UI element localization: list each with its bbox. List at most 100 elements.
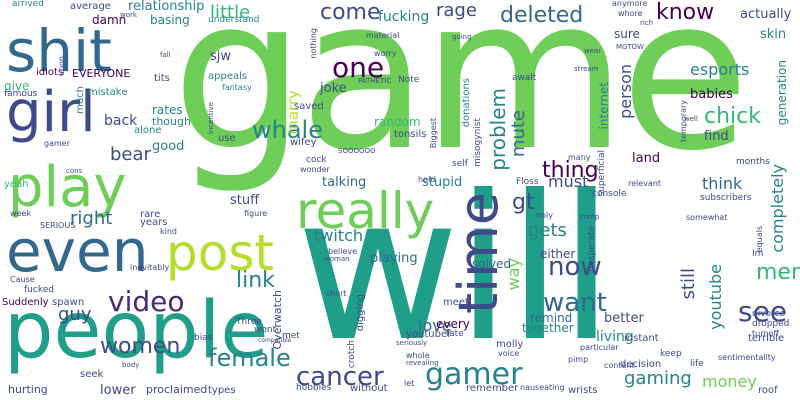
word-understand: understand <box>208 15 260 25</box>
word-chick: chick <box>704 104 761 129</box>
word-want: want <box>543 288 607 318</box>
word-crotch: crotch <box>347 340 357 369</box>
word-tits: tits <box>154 73 170 84</box>
word-PATHETIC: PATHETIC <box>358 77 392 85</box>
word-internet: internet <box>597 82 611 130</box>
word-shit: shit <box>6 17 112 85</box>
word-really: really <box>296 182 435 240</box>
word-molly: molly <box>496 339 524 350</box>
word-instant: instant <box>624 333 659 344</box>
word-remind: remind <box>530 311 573 325</box>
word-person: person <box>616 64 635 119</box>
word-Floss: Floss <box>516 177 539 187</box>
word-girl: girl <box>6 80 96 145</box>
word-time: time <box>447 192 510 315</box>
word-fall: fall <box>160 51 171 59</box>
word-fucking: fucking <box>378 9 430 25</box>
word-know: know <box>656 0 715 25</box>
word-body: body <box>122 361 140 369</box>
word-play: play <box>8 155 127 220</box>
word-playing: playing <box>370 251 418 266</box>
word-MGTOW: MGTOW <box>616 43 644 51</box>
word-must: must <box>548 172 589 191</box>
word-meet: meet <box>443 297 469 308</box>
word-wont: wont <box>254 325 277 335</box>
word-whore: whore <box>618 9 643 18</box>
word-either: either <box>540 247 576 261</box>
word-hobbies: hobbies <box>296 383 332 393</box>
word-still: still <box>678 268 699 300</box>
word-seek: seek <box>80 369 104 380</box>
word-figure: figure <box>244 209 268 218</box>
word-see: see <box>738 295 788 328</box>
word-wifey: wifey <box>290 137 317 148</box>
word-voice: voice <box>498 349 520 358</box>
word-people: people <box>4 286 269 376</box>
word-holy: holy <box>536 211 553 220</box>
word-SOOOOOO: SOOOOOO <box>338 147 376 155</box>
word-met: met <box>282 331 300 341</box>
word-misogynist: misogynist <box>473 118 483 167</box>
word-give: give <box>4 79 30 93</box>
word-alone: alone <box>134 125 162 136</box>
word-wear: wear <box>584 47 602 55</box>
word-gets: gets <box>528 220 567 241</box>
word-every: every <box>436 317 470 331</box>
word-find: find <box>704 129 729 144</box>
word-saved: saved <box>294 101 324 112</box>
word-life: life <box>690 359 704 369</box>
word-awalt: awalt <box>512 73 537 83</box>
word-going: going <box>452 33 472 41</box>
word-back: back <box>104 113 138 129</box>
word-sjw: sjw <box>210 49 232 64</box>
word-inevitably: inevitably <box>130 263 170 272</box>
word-spawn: spawn <box>52 297 85 308</box>
word-fate: fate <box>446 329 464 339</box>
word-youtuber: youtuber <box>406 329 452 340</box>
word-come: come <box>320 0 381 25</box>
word-relationship: relationship <box>128 0 205 14</box>
word-solved: solved <box>472 257 512 271</box>
word-love: love <box>418 316 452 335</box>
word-tonsils: tonsils <box>394 129 427 140</box>
word-stream: stream <box>574 65 599 73</box>
word-land: land <box>632 151 661 166</box>
word-divorce: divorce <box>752 309 786 319</box>
word-yeah: yeah <box>4 179 29 190</box>
word-deleted: deleted <box>500 3 584 28</box>
word-lower: lower <box>100 383 136 398</box>
word-decision: decision <box>620 359 662 370</box>
word-better: better <box>604 311 644 326</box>
word-damn: damn <box>92 13 127 27</box>
word-rage: rage <box>436 0 477 21</box>
word-Suddenly: Suddenly <box>2 297 49 308</box>
word-female: female <box>208 344 291 372</box>
word-stuff: stuff <box>230 193 260 208</box>
word-thing: thing <box>542 158 599 183</box>
word-months: months <box>736 157 770 167</box>
word-week: week <box>10 209 32 218</box>
word-gamer-small: gamer <box>44 139 70 148</box>
word-console: console <box>592 189 627 199</box>
word-proclaimed: proclaimed <box>146 383 208 396</box>
word-famous: famous <box>4 89 38 99</box>
word-living: living <box>596 329 634 345</box>
word-incentive: incentive <box>207 102 215 135</box>
word-idiots: idiots <box>36 67 64 78</box>
word-upon: upon <box>57 56 66 77</box>
word-much: much <box>75 86 86 114</box>
word-rates: rates <box>152 103 183 117</box>
word-sentimentality: sentimentality <box>718 353 776 362</box>
word-many: many <box>568 153 591 162</box>
word-donations: donations <box>461 78 472 128</box>
word-turnoff: turnoff <box>752 329 779 338</box>
word-roof: roof <box>758 385 778 396</box>
word-believe: believe <box>328 247 358 256</box>
word-stupid: stupid <box>422 175 463 190</box>
word-self: self <box>452 159 468 169</box>
word-gamer: gamer <box>425 357 523 392</box>
word-fucked: fucked <box>24 285 54 295</box>
word-hurting: hurting <box>8 383 48 396</box>
word-nothing: nothing <box>309 28 318 59</box>
word-let: let <box>404 379 415 388</box>
